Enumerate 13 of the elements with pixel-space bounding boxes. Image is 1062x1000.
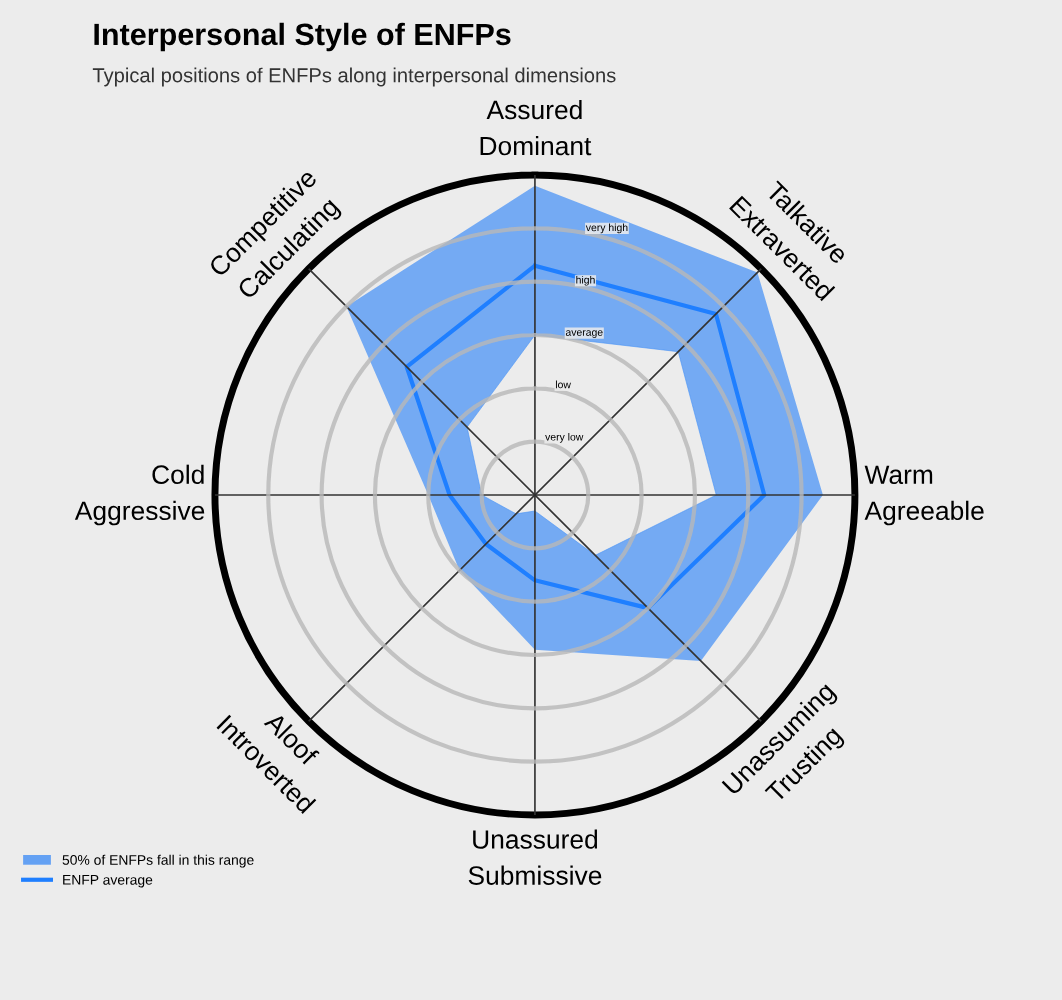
spoke-label: Warm Agreeable [864, 465, 984, 526]
chart-title: Interpersonal Style of ENFPs [94, 22, 511, 52]
text: 50% of ENFPs fall in this range [62, 854, 254, 868]
chart-subtitle: Typical positions of ENFPs along interpersonal dimensions [92, 67, 616, 87]
legend-label: ENFP average [63, 875, 153, 888]
spoke-label: Cold Aggressive [74, 464, 205, 526]
y-tick-label: average [565, 330, 603, 338]
spoke-label: Unassured Submissive [468, 829, 602, 885]
y-tick-label: low [555, 380, 571, 389]
y-tick-label: high [576, 275, 595, 286]
spoke-label: Assured Dominant [480, 99, 592, 156]
y-tick-label: very high [585, 223, 628, 234]
y-tick-label: very low [545, 432, 584, 443]
